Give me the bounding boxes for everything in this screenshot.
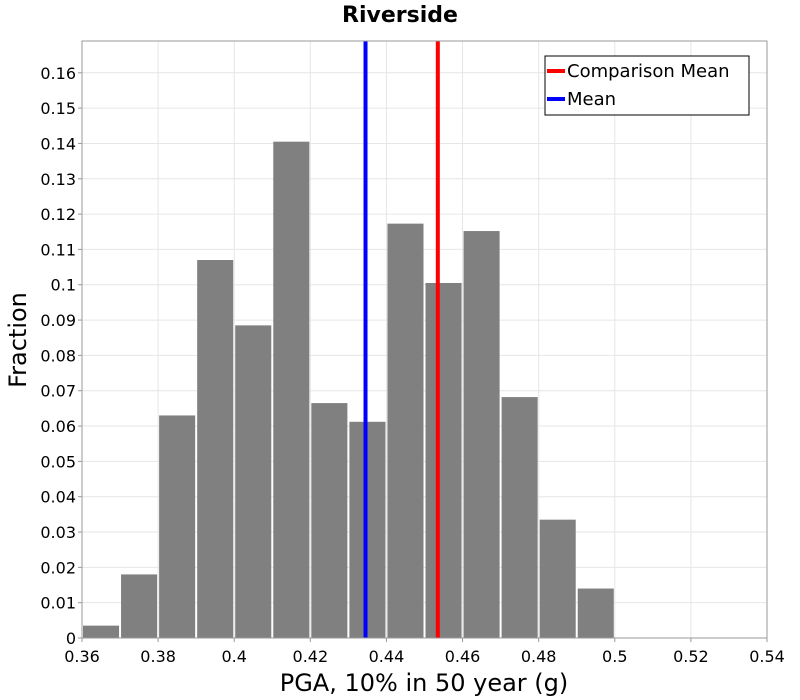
x-axis-label: PGA, 10% in 50 year (g) <box>280 669 569 697</box>
y-tick-label: 0.08 <box>40 346 76 365</box>
histogram-bar <box>501 397 538 638</box>
y-tick-label: 0.09 <box>40 311 76 330</box>
y-tick-label: 0.16 <box>40 64 76 83</box>
bars <box>83 141 614 638</box>
x-tick-label: 0.5 <box>602 647 627 666</box>
y-axis-label: Fraction <box>4 292 32 388</box>
x-tick-label: 0.4 <box>221 647 246 666</box>
x-tick-label: 0.52 <box>673 647 709 666</box>
histogram-bar <box>463 231 500 638</box>
histogram-bar <box>159 415 196 638</box>
chart-title: Riverside <box>342 3 458 28</box>
x-tick-label: 0.36 <box>64 647 100 666</box>
y-axis-ticks: 0 0.01 0.02 0.03 0.04 0.05 0.06 0.07 0.08 0.09 0.1… <box>40 64 82 648</box>
y-tick-label: 0.13 <box>40 170 76 189</box>
legend-label-mean: Mean <box>567 89 616 110</box>
y-tick-label: 0.11 <box>40 240 76 259</box>
histogram-bar <box>83 625 120 638</box>
histogram-bar <box>121 574 158 638</box>
histogram-bar <box>311 403 348 638</box>
y-tick-label: 0.07 <box>40 382 76 401</box>
y-tick-label: 0.05 <box>40 452 76 471</box>
x-tick-label: 0.54 <box>749 647 785 666</box>
x-tick-label: 0.42 <box>293 647 329 666</box>
x-tick-label: 0.38 <box>140 647 176 666</box>
y-tick-label: 0.1 <box>51 276 76 295</box>
histogram-bar <box>577 588 614 638</box>
histogram-bar <box>425 282 462 638</box>
x-tick-label: 0.48 <box>521 647 557 666</box>
x-tick-label: 0.46 <box>445 647 481 666</box>
legend: Comparison Mean Mean <box>544 55 750 116</box>
legend-box <box>544 55 750 116</box>
y-tick-label: 0.04 <box>40 488 76 507</box>
mean-lines <box>363 41 440 638</box>
histogram-bar <box>387 223 424 638</box>
y-tick-label: 0.02 <box>40 558 76 577</box>
plot-area <box>82 41 767 638</box>
x-tick-label: 0.44 <box>369 647 405 666</box>
y-tick-label: 0.15 <box>40 99 76 118</box>
x-axis-ticks: 0.36 0.38 0.4 0.42 0.44 0.46 0.48 0.5 0.52 0.54 <box>64 638 785 666</box>
histogram-bar <box>197 260 234 638</box>
y-tick-label: 0.01 <box>40 594 76 613</box>
y-tick-label: 0.12 <box>40 205 76 224</box>
histogram-bar <box>273 141 310 638</box>
y-tick-label: 0.14 <box>40 134 76 153</box>
legend-label-comparison-mean: Comparison Mean <box>567 61 730 82</box>
histogram-bar <box>235 325 272 638</box>
y-tick-label: 0.06 <box>40 417 76 436</box>
plot-frame <box>81 40 768 639</box>
y-tick-label: 0 <box>66 629 76 648</box>
histogram-bar <box>539 519 576 638</box>
y-tick-label: 0.03 <box>40 523 76 542</box>
